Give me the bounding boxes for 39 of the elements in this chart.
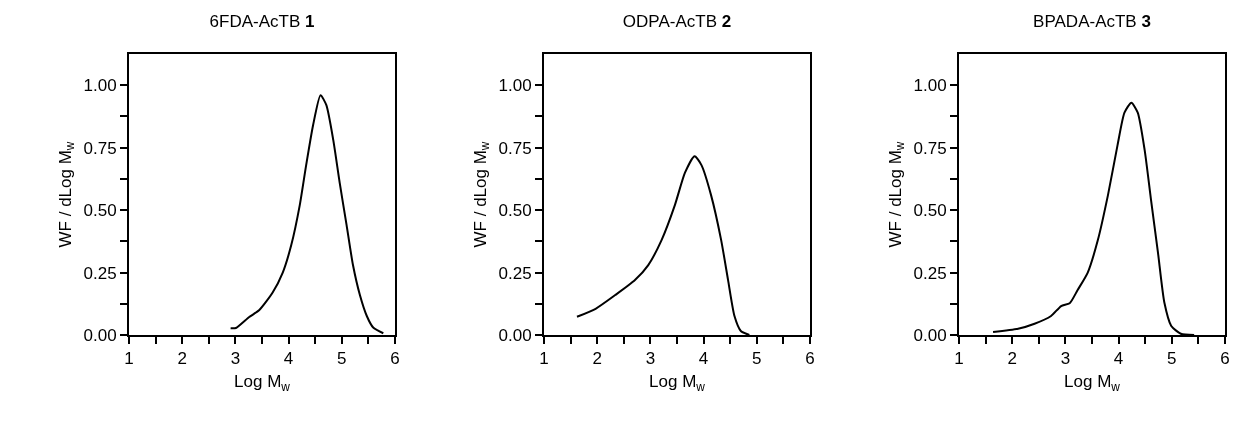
- y-tick-label: 0.00: [913, 325, 947, 345]
- y-tick-label: 0.00: [498, 325, 532, 345]
- x-tick-label: 1: [954, 349, 964, 369]
- x-tick-label: 4: [698, 349, 709, 369]
- chart-title: BPADA-AcTB 3: [1033, 11, 1151, 31]
- x-tick-label: 3: [1060, 349, 1071, 369]
- y-tick-label: 0.50: [498, 201, 532, 221]
- y-tick-label: 0.00: [83, 325, 117, 345]
- y-tick-label: 0.75: [83, 138, 117, 158]
- x-axis-title: Log M$_{w}$: [1064, 372, 1121, 394]
- x-tick-label: 4: [1113, 349, 1124, 369]
- x-tick-label: 2: [1007, 349, 1017, 369]
- x-tick-label: 3: [230, 349, 241, 369]
- x-tick-label: 4: [283, 349, 294, 369]
- y-tick-label: 0.50: [913, 201, 947, 221]
- x-tick-label: 1: [539, 349, 549, 369]
- x-tick-label: 3: [645, 349, 656, 369]
- x-tick-label: 6: [1220, 349, 1230, 369]
- y-tick-label: 0.75: [498, 138, 532, 158]
- x-tick-label: 6: [390, 349, 400, 369]
- x-tick-label: 2: [592, 349, 602, 369]
- x-tick-label: 1: [124, 349, 134, 369]
- y-tick-label: 1.00: [913, 76, 947, 96]
- y-tick-label: 0.75: [913, 138, 947, 158]
- x-tick-label: 2: [177, 349, 187, 369]
- chart-title: ODPA-AcTB 2: [622, 11, 732, 31]
- y-tick-label: 0.25: [498, 263, 532, 283]
- y-tick-label: 1.00: [83, 76, 117, 96]
- x-tick-label: 5: [1167, 349, 1177, 369]
- x-tick-label: 6: [805, 349, 815, 369]
- y-tick-label: 1.00: [498, 76, 532, 96]
- x-axis-title: Log M$_{w}$: [649, 372, 706, 394]
- chart-title: 6FDA-AcTB 1: [209, 11, 315, 31]
- x-axis-title: Log M$_{w}$: [234, 372, 291, 394]
- y-tick-label: 0.50: [83, 201, 117, 221]
- y-tick-label: 0.25: [913, 263, 947, 283]
- x-tick-label: 5: [337, 349, 347, 369]
- y-tick-label: 0.25: [83, 263, 117, 283]
- x-tick-label: 5: [752, 349, 762, 369]
